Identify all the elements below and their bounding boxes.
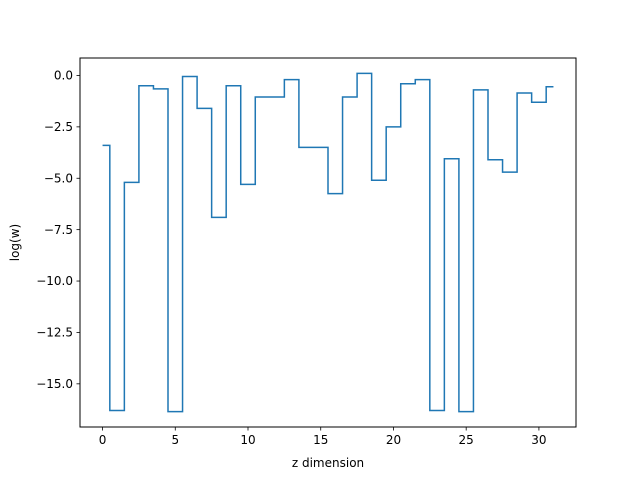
y-tick-label: −12.5: [36, 326, 73, 340]
y-tick-label: −7.5: [44, 223, 73, 237]
x-tick-label: 30: [531, 433, 546, 447]
x-tick-label: 0: [99, 433, 107, 447]
x-axis-label: z dimension: [292, 456, 364, 470]
y-tick-label: 0.0: [54, 69, 73, 83]
y-tick-label: −15.0: [36, 377, 73, 391]
y-axis: 0.0 −2.5 −5.0 −7.5 −10.0 −12.5 −15.0: [36, 69, 80, 391]
plot-frame: [79, 57, 577, 428]
x-tick-label: 5: [171, 433, 179, 447]
y-tick-label: −5.0: [44, 171, 73, 185]
series-line-0: [102, 72, 554, 413]
x-axis: 0 5 10 15 20 25 30: [99, 427, 547, 447]
y-tick-label: −2.5: [44, 120, 73, 134]
x-tick-label: 25: [459, 433, 474, 447]
y-axis-label: log(w): [8, 224, 22, 261]
y-tick-label: −10.0: [36, 274, 73, 288]
x-tick-label: 15: [313, 433, 328, 447]
x-tick-label: 20: [386, 433, 401, 447]
series-layer: [102, 72, 554, 413]
x-tick-label: 10: [240, 433, 255, 447]
